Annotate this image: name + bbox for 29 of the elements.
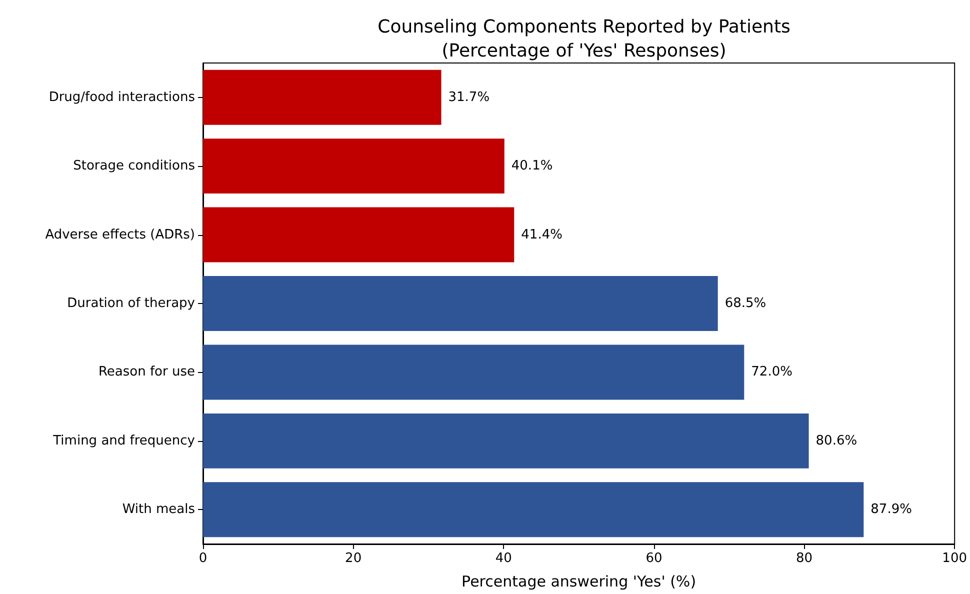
bar [203,413,809,468]
bar [203,138,504,194]
y-tick-label: Drug/food interactions [48,90,196,105]
data-label: 72.0% [751,364,792,380]
chart-title: Counseling Components Reported by Patients (Percentage of 'Yes' Responses) [378,16,790,62]
data-label: 80.6% [816,433,858,448]
x-axis-title: Percentage answering 'Yes' (%) [462,572,696,590]
data-label: 31.7% [448,90,490,105]
x-tick-label: 60 [646,551,662,566]
y-tick-label: Reason for use [98,364,195,380]
y-tick-label: Timing and frequency [52,433,196,448]
data-label: 68.5% [724,296,766,311]
y-tick-label: With meals [122,502,196,518]
x-tick-label: 80 [796,551,813,566]
x-tick-label: 100 [942,551,968,566]
y-tick-label: Duration of therapy [67,296,196,311]
x-tick-label: 20 [345,551,362,566]
bar [203,482,864,538]
bar [203,207,514,262]
x-tick-label: 40 [495,551,512,566]
data-label: 41.4% [521,227,562,242]
data-label: 87.9% [870,502,912,518]
x-tick-label: 0 [198,551,208,566]
bar [203,276,718,331]
y-tick-label: Adverse effects (ADRs) [45,227,195,242]
bar [203,344,744,400]
bar [203,70,442,125]
data-label: 40.1% [511,158,553,174]
y-tick-label: Storage conditions [73,158,196,174]
